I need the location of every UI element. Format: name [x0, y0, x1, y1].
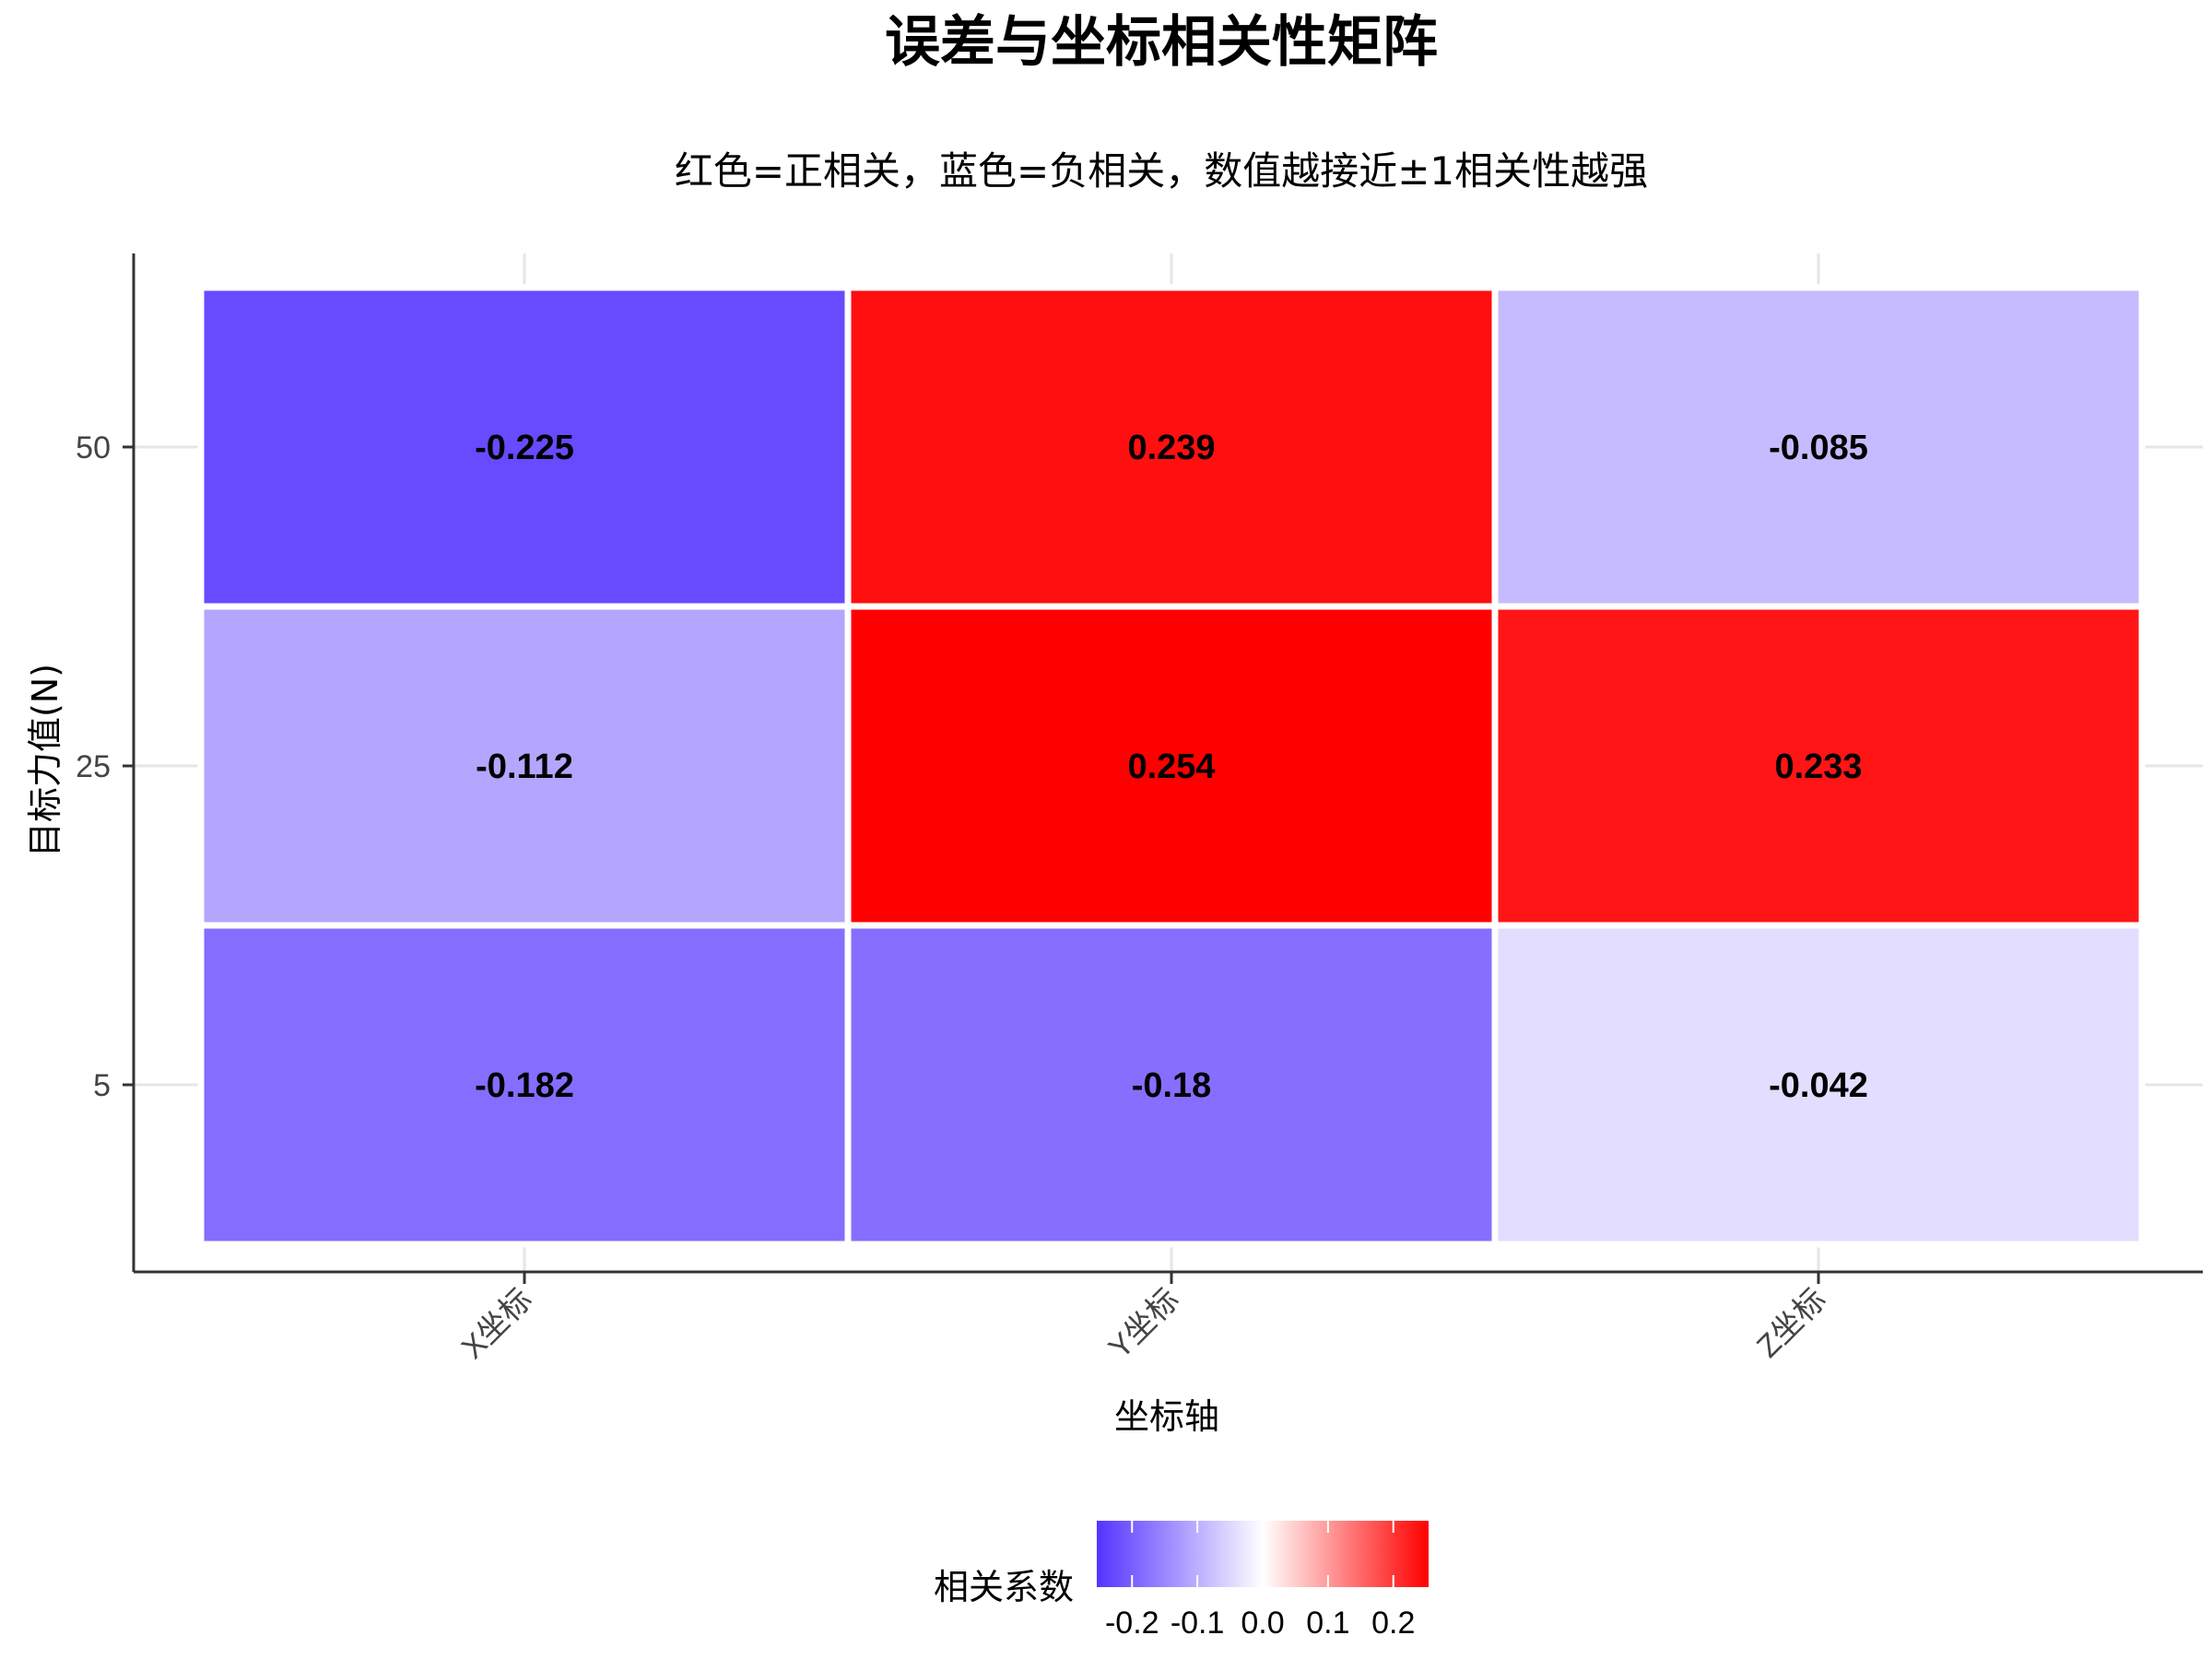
cell-value-label: 0.254 [1127, 747, 1215, 786]
heatmap-cell [1491, 284, 2146, 610]
cell-value-label: -0.225 [475, 429, 574, 467]
x-axis-title: 坐标轴 [1114, 1396, 1219, 1437]
x-tick-label: Z坐标 [1750, 1282, 1833, 1365]
legend-tick-label: 0.2 [1371, 1606, 1415, 1641]
cell-value-label: -0.18 [1132, 1066, 1212, 1105]
legend-tick-label: -0.2 [1105, 1606, 1159, 1641]
legend-ticks: -0.2 -0.1 0.0 0.1 0.2 [1105, 1521, 1415, 1641]
cell-value-label: -0.112 [476, 747, 573, 786]
chart-title: 误差与坐标相关性矩阵 [885, 10, 1438, 75]
chart-subtitle: 红色=正相关，蓝色=负相关，数值越接近±1相关性越强 [675, 148, 1648, 194]
heatmap-cells [197, 284, 2146, 1248]
cell-value-label: -0.085 [1769, 429, 1868, 467]
legend-tick-label: 0.1 [1306, 1606, 1349, 1641]
heatmap-cell [1491, 922, 2146, 1248]
cell-value-labels: -0.225 0.239 -0.085 -0.112 0.254 0.233 -0.182 -… [475, 429, 1868, 1105]
x-tick-label: Y坐标 [1102, 1282, 1186, 1366]
heatmap-cell [844, 603, 1499, 929]
color-legend: 相关系数 -0.2 -0.1 0.0 0.1 0.2 [934, 1521, 1429, 1641]
cell-value-label: 0.233 [1774, 747, 1862, 786]
y-tick-label: 25 [76, 749, 111, 784]
heatmap-cell [197, 603, 852, 929]
x-tick-label: X坐标 [455, 1282, 539, 1366]
legend-tick-label: 0.0 [1241, 1606, 1284, 1641]
y-axis-title: 目标力值(N) [25, 664, 65, 857]
cell-value-label: -0.182 [475, 1066, 574, 1105]
cell-value-label: 0.239 [1127, 429, 1215, 467]
heatmap-cell [1491, 603, 2146, 929]
cell-value-label: -0.042 [1769, 1066, 1868, 1105]
legend-tick-label: -0.1 [1171, 1606, 1225, 1641]
legend-title: 相关系数 [934, 1567, 1074, 1607]
y-axis-ticks: 50 25 5 [76, 430, 134, 1103]
y-tick-label: 50 [76, 430, 111, 465]
heatmap-cell [197, 922, 852, 1248]
y-tick-label: 5 [93, 1068, 111, 1103]
x-axis-ticks: X坐标 Y坐标 Z坐标 [455, 1272, 1833, 1366]
heatmap-cell [844, 922, 1499, 1248]
